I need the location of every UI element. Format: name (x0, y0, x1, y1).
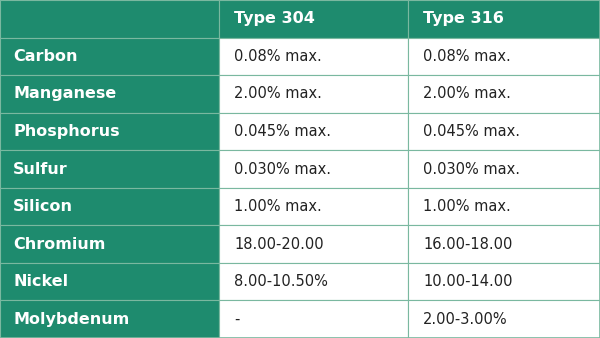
Text: 0.030% max.: 0.030% max. (234, 162, 331, 176)
Bar (219, 150, 408, 188)
Text: 0.030% max.: 0.030% max. (423, 162, 520, 176)
Text: 18.00-20.00: 18.00-20.00 (234, 237, 323, 251)
Text: -: - (234, 312, 239, 327)
Bar (408, 113, 600, 150)
Text: Chromium: Chromium (13, 237, 106, 251)
Text: 16.00-18.00: 16.00-18.00 (423, 237, 512, 251)
Bar (0, 300, 219, 338)
Bar (408, 150, 600, 188)
Text: 2.00% max.: 2.00% max. (234, 87, 322, 101)
Text: Sulfur: Sulfur (13, 162, 68, 176)
Bar (408, 300, 600, 338)
Text: 0.08% max.: 0.08% max. (234, 49, 322, 64)
Bar (408, 38, 600, 75)
Bar (219, 75, 408, 113)
Bar (219, 300, 408, 338)
Bar (0, 150, 219, 188)
Text: Nickel: Nickel (13, 274, 68, 289)
Text: Manganese: Manganese (13, 87, 116, 101)
Bar (219, 188, 408, 225)
Bar (219, 0, 408, 38)
Bar (219, 38, 408, 75)
Text: 0.045% max.: 0.045% max. (234, 124, 331, 139)
Bar (408, 75, 600, 113)
Text: Type 316: Type 316 (423, 11, 504, 26)
Bar (219, 113, 408, 150)
Text: Type 304: Type 304 (234, 11, 315, 26)
Text: Silicon: Silicon (13, 199, 73, 214)
Bar (0, 0, 219, 38)
Text: 0.045% max.: 0.045% max. (423, 124, 520, 139)
Bar (408, 0, 600, 38)
Bar (0, 113, 219, 150)
Text: 1.00% max.: 1.00% max. (423, 199, 511, 214)
Bar (0, 38, 219, 75)
Text: 0.08% max.: 0.08% max. (423, 49, 511, 64)
Bar (0, 188, 219, 225)
Text: Molybdenum: Molybdenum (13, 312, 130, 327)
Bar (0, 75, 219, 113)
Text: Carbon: Carbon (13, 49, 78, 64)
Text: Phosphorus: Phosphorus (13, 124, 120, 139)
Bar (219, 263, 408, 300)
Bar (408, 225, 600, 263)
Bar (219, 225, 408, 263)
Bar (0, 225, 219, 263)
Text: 8.00-10.50%: 8.00-10.50% (234, 274, 328, 289)
Text: 10.00-14.00: 10.00-14.00 (423, 274, 512, 289)
Bar (0, 263, 219, 300)
Bar (408, 188, 600, 225)
Bar (408, 263, 600, 300)
Text: 2.00% max.: 2.00% max. (423, 87, 511, 101)
Text: 1.00% max.: 1.00% max. (234, 199, 322, 214)
Text: 2.00-3.00%: 2.00-3.00% (423, 312, 508, 327)
